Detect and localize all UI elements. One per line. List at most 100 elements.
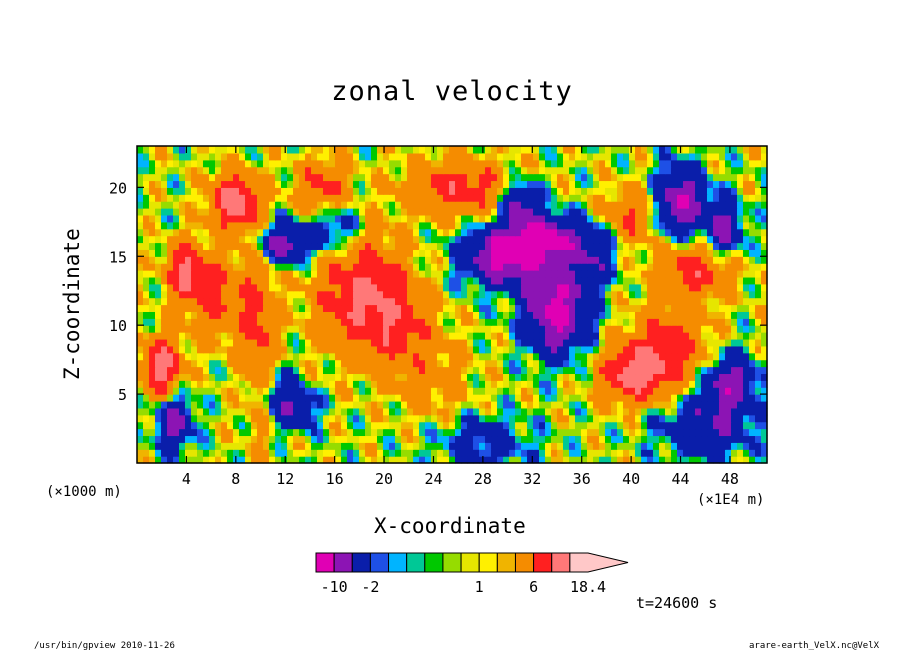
field-cell — [617, 414, 624, 423]
field-cell — [671, 194, 678, 202]
field-cell — [251, 387, 258, 395]
field-cell — [509, 456, 516, 464]
field-cell — [647, 283, 654, 292]
field-cell — [527, 228, 534, 237]
field-cell — [185, 283, 192, 292]
field-cell — [305, 208, 312, 216]
field-cell — [227, 290, 234, 299]
field-cell — [317, 366, 324, 375]
field-cell — [713, 242, 720, 250]
field-cell — [749, 421, 756, 430]
field-cell — [647, 221, 654, 230]
field-cell — [329, 421, 336, 430]
field-cell — [251, 304, 258, 312]
field-cell — [695, 214, 702, 223]
field-cell — [731, 456, 738, 464]
field-cell — [233, 332, 240, 340]
field-cell — [581, 297, 588, 306]
field-cell — [623, 283, 630, 292]
field-cell — [587, 394, 594, 402]
field-cell — [353, 435, 360, 443]
field-cell — [305, 276, 312, 285]
field-cell — [617, 380, 624, 388]
field-cell — [539, 400, 546, 409]
field-cell — [395, 194, 402, 202]
field-cell — [155, 359, 162, 368]
field-cell — [617, 242, 624, 250]
field-cell — [485, 283, 492, 292]
field-cell — [647, 166, 654, 175]
field-cell — [425, 263, 432, 271]
field-cell — [695, 235, 702, 244]
field-cell — [671, 449, 678, 457]
field-cell — [731, 256, 738, 264]
field-cell — [599, 380, 606, 388]
field-cell — [533, 325, 540, 333]
field-cell — [401, 159, 408, 168]
field-cell — [149, 428, 156, 437]
field-cell — [149, 276, 156, 285]
field-cell — [227, 201, 234, 209]
field-cell — [335, 435, 342, 443]
field-cell — [647, 173, 654, 182]
field-cell — [371, 380, 378, 388]
field-cell — [161, 235, 168, 244]
field-cell — [707, 394, 714, 402]
field-cell — [581, 435, 588, 443]
field-cell — [185, 394, 192, 402]
field-cell — [461, 249, 468, 257]
field-cell — [755, 387, 762, 395]
field-cell — [239, 318, 246, 326]
field-cell — [713, 208, 720, 216]
field-cell — [371, 359, 378, 368]
field-cell — [227, 152, 234, 161]
field-cell — [191, 366, 198, 375]
field-cell — [263, 325, 270, 333]
field-cell — [665, 159, 672, 168]
field-cell — [491, 214, 498, 223]
field-cell — [467, 373, 474, 381]
field-cell — [245, 318, 252, 326]
field-cell — [275, 400, 282, 409]
field-cell — [479, 421, 486, 430]
field-cell — [431, 332, 438, 340]
field-cell — [659, 214, 666, 223]
field-cell — [317, 325, 324, 333]
field-cell — [143, 159, 150, 168]
field-cell — [485, 449, 492, 457]
field-cell — [503, 180, 510, 188]
field-cell — [239, 400, 246, 409]
field-cell — [287, 304, 294, 312]
colorbar-tick-label: -10 — [321, 578, 348, 596]
field-cell — [683, 276, 690, 285]
field-cell — [749, 428, 756, 437]
field-cell — [617, 256, 624, 264]
field-cell — [497, 166, 504, 175]
field-cell — [227, 221, 234, 230]
field-cell — [173, 297, 180, 306]
field-cell — [521, 297, 528, 306]
field-cell — [641, 276, 648, 285]
field-cell — [725, 228, 732, 237]
field-cell — [515, 297, 522, 306]
field-cell — [323, 304, 330, 312]
field-cell — [341, 407, 348, 416]
field-cell — [587, 338, 594, 347]
field-cell — [623, 387, 630, 395]
field-cell — [293, 235, 300, 244]
field-cell — [185, 146, 192, 154]
field-cell — [611, 297, 618, 306]
field-cell — [701, 180, 708, 188]
field-cell — [617, 366, 624, 375]
field-cell — [425, 173, 432, 182]
field-cell — [563, 325, 570, 333]
field-cell — [293, 180, 300, 188]
field-cell — [317, 414, 324, 423]
field-cell — [479, 435, 486, 443]
field-cell — [491, 228, 498, 237]
x-scale-note: (×1E4 m) — [697, 492, 765, 508]
field-cell — [659, 249, 666, 257]
field-cell — [707, 380, 714, 388]
field-cell — [197, 249, 204, 257]
field-cell — [557, 352, 564, 361]
